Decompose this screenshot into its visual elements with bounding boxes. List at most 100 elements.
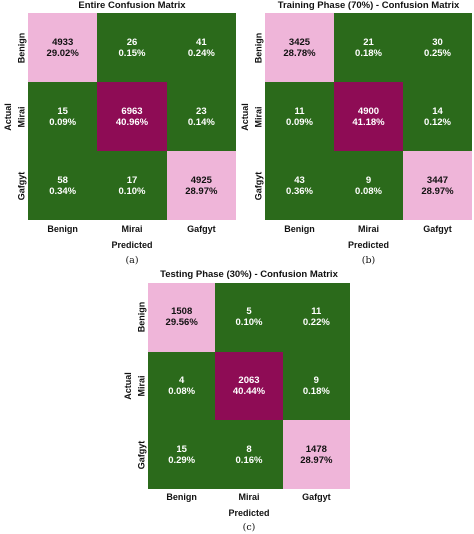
y-tick-label: Gafgyt — [15, 171, 26, 200]
heatmap-cell: 2063 40.44% — [215, 351, 283, 421]
cell-percent: 0.16% — [235, 454, 263, 466]
cell-count: 15 — [176, 443, 187, 455]
y-tick-label: Gafgyt — [135, 440, 146, 469]
cell-count: 5 — [246, 306, 252, 318]
y-tick-label: Benign — [252, 32, 263, 63]
cell-percent: 41.18% — [352, 116, 385, 128]
heatmap-cell: 30 0.25% — [403, 13, 472, 82]
cell-percent: 0.14% — [187, 116, 215, 128]
chart-title: Training Phase (70%) - Confusion Matrix — [277, 0, 460, 11]
cell-count: 4900 — [357, 105, 380, 117]
cell-percent: 29.02% — [46, 47, 79, 59]
cell-count: 58 — [57, 174, 68, 186]
heatmap-cell: 23 0.14% — [166, 82, 236, 151]
cell-count: 4925 — [190, 174, 212, 186]
y-tick-label: Mirai — [253, 105, 264, 128]
cell-count: 8 — [246, 443, 252, 455]
cell-count: 2063 — [238, 374, 260, 386]
cell-percent: 0.24% — [187, 47, 215, 59]
cell-count: 1478 — [305, 443, 327, 455]
cell-percent: 0.09% — [49, 116, 77, 128]
x-tick-label: Benign — [166, 492, 197, 502]
heatmap-cell: 5 0.10% — [215, 283, 283, 352]
cell-percent: 0.10% — [235, 317, 263, 329]
cell-percent: 28.78% — [283, 47, 316, 59]
cell-count: 15 — [57, 105, 68, 117]
heatmap-cell: 43 0.36% — [265, 151, 334, 220]
x-axis-label: Predicted — [347, 240, 389, 250]
y-tick-label: Gafgyt — [252, 171, 263, 200]
y-axis-label: Actual — [2, 102, 13, 131]
cell-percent: 40.44% — [232, 385, 266, 397]
cell-percent: 0.09% — [286, 116, 313, 128]
y-tick-label: Mirai — [136, 375, 147, 397]
cell-percent: 28.97% — [421, 185, 454, 197]
cell-percent: 0.10% — [118, 185, 146, 197]
heatmap-cell: 11 0.09% — [265, 82, 334, 151]
cell-count: 14 — [432, 105, 443, 117]
heatmap-cell: 11 0.22% — [282, 283, 350, 352]
cell-percent: 0.25% — [424, 47, 451, 59]
heatmap-cell: 41 0.24% — [166, 13, 236, 82]
x-axis-label: Predicted — [111, 240, 153, 250]
cell-count: 4 — [179, 374, 185, 386]
cell-count: 41 — [196, 36, 207, 48]
heatmap-cell: 3425 28.78% — [265, 13, 334, 82]
cell-count: 4933 — [52, 36, 74, 48]
x-tick-label: Mirai — [357, 224, 379, 234]
cell-percent: 0.22% — [302, 317, 330, 329]
x-tick-label: Gafgyt — [187, 224, 216, 234]
heatmap-cell: 58 0.34% — [28, 151, 98, 220]
subfigure-caption: (b) — [361, 255, 376, 266]
cell-count: 17 — [126, 174, 138, 186]
cell-count: 9 — [313, 374, 319, 386]
chart-title: Entire Confusion Matrix — [78, 0, 186, 11]
cell-count: 26 — [126, 36, 138, 48]
subfigure-caption: (c) — [242, 522, 256, 533]
cell-count: 11 — [311, 306, 322, 318]
x-tick-label: Mirai — [238, 492, 260, 502]
cell-percent: 0.08% — [168, 385, 196, 397]
cell-percent: 0.18% — [355, 47, 382, 59]
cell-percent: 0.08% — [355, 185, 382, 197]
cell-count: 1508 — [171, 306, 193, 318]
heatmap-cell: 3447 28.97% — [403, 151, 472, 220]
cell-percent: 0.15% — [118, 47, 146, 59]
y-axis-label: Actual — [122, 372, 133, 400]
y-tick-label: Mirai — [16, 105, 27, 128]
heatmap-cell: 14 0.12% — [403, 82, 472, 151]
heatmap-cell: 1508 29.56% — [148, 283, 216, 352]
cell-percent: 0.36% — [286, 185, 313, 197]
heatmap-cell: 4933 29.02% — [28, 13, 98, 82]
cell-count: 23 — [196, 105, 207, 117]
heatmap-cell: 4900 41.18% — [334, 82, 403, 151]
subfigure-caption: (a) — [125, 255, 139, 266]
cell-percent: 29.56% — [165, 317, 198, 329]
x-tick-label: Mirai — [121, 224, 143, 234]
cell-percent: 0.29% — [168, 454, 196, 466]
heatmap-cell: 9 0.18% — [282, 351, 350, 421]
cell-count: 3425 — [288, 36, 311, 48]
cell-percent: 28.97% — [300, 454, 333, 466]
cell-count: 3447 — [426, 174, 449, 186]
heatmap-grid: 3425 28.78% 21 0.18% 30 0.25% 11 0.09% 4900 41.18… — [265, 13, 472, 220]
cell-percent: 0.12% — [424, 116, 451, 128]
heatmap-cell: 15 0.29% — [148, 420, 216, 489]
x-axis-label: Predicted — [228, 508, 270, 518]
heatmap-cell: 6963 40.96% — [97, 82, 167, 151]
cell-percent: 40.96% — [115, 116, 149, 128]
heatmap-cell: 9 0.08% — [334, 151, 403, 220]
heatmap-cell: 8 0.16% — [215, 420, 283, 489]
heatmap-cell: 4 0.08% — [148, 351, 216, 421]
heatmap-cell: 21 0.18% — [334, 13, 403, 82]
heatmap-cell: 26 0.15% — [97, 13, 167, 82]
cell-count: 30 — [432, 36, 443, 48]
x-tick-label: Gafgyt — [423, 224, 452, 234]
heatmap-grid: 4933 29.02% 26 0.15% 41 0.24% 15 0.09% 6963 40.96… — [28, 13, 236, 220]
cell-percent: 28.97% — [185, 185, 218, 197]
heatmap-grid: 1508 29.56% 5 0.10% 11 0.22% 4 0.08% 2063 40.44% 9… — [148, 283, 350, 489]
chart-title: Testing Phase (30%) - Confusion Matrix — [160, 269, 338, 280]
cell-count: 6963 — [121, 105, 143, 117]
y-axis-label: Actual — [239, 102, 250, 131]
x-tick-label: Benign — [47, 224, 78, 234]
